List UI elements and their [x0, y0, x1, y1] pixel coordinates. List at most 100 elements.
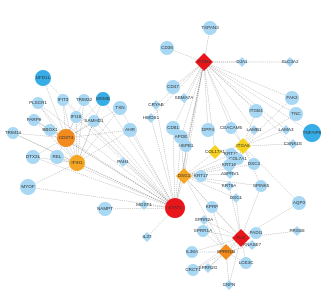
- node-label: DSC1: [230, 195, 243, 200]
- node-circle: [249, 104, 263, 118]
- node: DJA1: [236, 57, 248, 67]
- node: IFI16: [70, 111, 82, 123]
- node: CSNK1E: [284, 139, 302, 149]
- node: CD47: [166, 80, 180, 94]
- node-circle: [201, 123, 215, 137]
- edge: [240, 185, 262, 239]
- node: IFIH1: [69, 155, 85, 171]
- node: CRCT1: [185, 264, 201, 276]
- node-label: SPRR1A: [194, 228, 213, 233]
- node-circle: [250, 227, 262, 239]
- node: SPRR1B: [217, 244, 235, 260]
- node: SAMHD1: [84, 115, 104, 127]
- node-label: AQP3: [293, 200, 306, 205]
- node: CEACAM5: [220, 122, 243, 134]
- node-circle: [28, 114, 40, 126]
- node-label: MGST1: [136, 202, 152, 207]
- edge: [172, 61, 205, 129]
- node-circle: [26, 150, 40, 164]
- node-diamond: [139, 200, 149, 210]
- node-circle: [50, 150, 64, 164]
- node-label: SEMA7A: [175, 95, 195, 100]
- node: PLSCR1: [29, 97, 47, 109]
- node: PAH1: [117, 157, 129, 167]
- edge: [242, 113, 297, 147]
- edge: [33, 119, 67, 139]
- node-diamond: [146, 113, 156, 123]
- node-label: CRCT1: [185, 267, 201, 272]
- node: SPINK5: [253, 180, 270, 192]
- node-label: KRT16: [222, 162, 237, 167]
- edge: [93, 120, 176, 209]
- node: MSMB: [96, 92, 110, 106]
- node: LCE3C: [239, 257, 254, 269]
- edge: [242, 97, 293, 147]
- node-label: RNASE7: [243, 242, 262, 247]
- edge: [203, 61, 313, 134]
- node: AQP3: [292, 196, 306, 210]
- node-label: CD36: [161, 45, 173, 50]
- node-diamond: [235, 138, 251, 154]
- edge: [37, 102, 176, 209]
- node: TNFAIP6: [303, 124, 322, 142]
- node: SPRR2A: [195, 215, 214, 225]
- node-circle: [292, 196, 306, 210]
- node-label: CRYAB: [148, 102, 163, 107]
- edge: [119, 107, 176, 209]
- node-circle: [203, 21, 217, 35]
- node: SLC3A2: [281, 57, 299, 67]
- edge: [203, 61, 232, 129]
- node-diamond: [285, 57, 295, 67]
- node: KRT17: [194, 170, 209, 182]
- node: CRYAB: [148, 100, 164, 110]
- node: ITGB1: [195, 53, 213, 71]
- node-diamond: [195, 53, 213, 71]
- node-circle: [32, 97, 44, 109]
- node: ITGB4: [249, 104, 263, 118]
- node-label: SPRR2G: [199, 265, 218, 270]
- node: DPP4: [201, 123, 215, 137]
- node-label: STAT1: [168, 205, 182, 210]
- edge: [203, 61, 293, 99]
- node-circle: [166, 121, 180, 135]
- node: DTX3L: [26, 150, 41, 164]
- edge: [240, 230, 298, 239]
- node: ASPRV1: [221, 169, 239, 179]
- node: IL36A: [186, 246, 199, 258]
- node: LAMA3: [278, 125, 294, 135]
- node-label: LCE3C: [239, 260, 254, 265]
- node: MGST1: [136, 200, 152, 210]
- node: NAMPT: [97, 202, 113, 216]
- edge: [65, 137, 176, 209]
- node-label: TNC: [291, 111, 301, 116]
- node-circle: [69, 155, 85, 171]
- edge: [203, 219, 242, 239]
- node: PARP9: [27, 114, 42, 126]
- node-label: HMOX1: [143, 115, 160, 120]
- node-label: UFD1L: [36, 75, 51, 80]
- node-label: SPINK5: [253, 183, 270, 188]
- node-diamond: [281, 125, 291, 135]
- node-circle: [223, 159, 235, 171]
- node: RNASE7: [243, 240, 262, 250]
- node: PRSS8: [289, 226, 305, 236]
- node-label: SLC3A2: [281, 59, 299, 64]
- edge: [76, 162, 176, 209]
- node-circle: [187, 264, 199, 276]
- node-label: COL17A1: [205, 149, 226, 154]
- node: AHR: [123, 123, 137, 137]
- edge: [83, 99, 176, 209]
- edge: [104, 207, 176, 210]
- node: DSG1: [176, 168, 192, 184]
- edge: [183, 153, 232, 177]
- edge: [211, 206, 242, 239]
- node: FLG: [232, 229, 250, 247]
- node-circle: [186, 246, 198, 258]
- node: MYOF: [20, 179, 36, 195]
- node-circle: [20, 179, 36, 195]
- edge: [172, 127, 176, 209]
- node-label: IL36A: [186, 249, 199, 254]
- node-circle: [197, 225, 209, 237]
- edge: [242, 145, 300, 204]
- edge: [122, 161, 176, 209]
